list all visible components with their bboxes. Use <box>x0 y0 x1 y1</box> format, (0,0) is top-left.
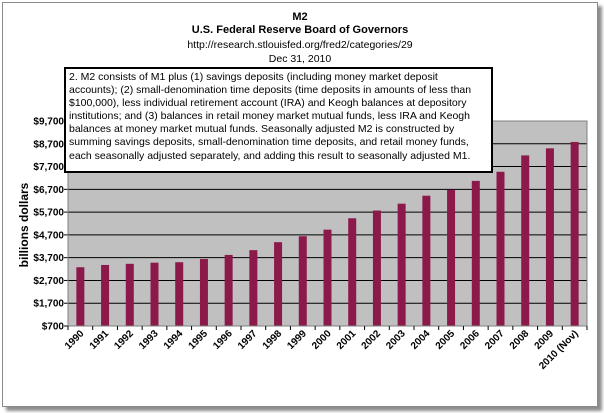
bar <box>545 148 554 326</box>
y-tick-label: $1,700 <box>33 299 64 310</box>
bar <box>447 189 456 326</box>
annotation-note: 2. M2 consists of M1 plus (1) savings de… <box>64 67 493 173</box>
x-tick-label: 2002 <box>360 328 384 352</box>
x-tick-label: 1996 <box>211 328 235 352</box>
x-tick-label: 2007 <box>483 328 507 352</box>
y-tick-label: $700 <box>42 322 65 333</box>
bar <box>570 141 579 326</box>
x-tick-label: 1995 <box>187 328 211 352</box>
x-tick-label: 2004 <box>409 328 433 352</box>
bar <box>150 262 159 326</box>
bar <box>471 180 480 326</box>
x-tick-label: 1990 <box>63 328 87 352</box>
x-tick-label: 1994 <box>162 328 186 352</box>
chart-source: http://research.stlouisfed.org/fred2/cat… <box>187 39 413 51</box>
y-tick-label: $3,700 <box>33 253 64 264</box>
chart-date: Dec 31, 2010 <box>268 53 332 65</box>
bar <box>199 259 208 326</box>
x-tick-label: 2003 <box>384 328 408 352</box>
x-tick-label: 1991 <box>88 328 112 352</box>
x-tick-label: 2006 <box>458 328 482 352</box>
bar <box>372 210 381 326</box>
bar <box>175 262 184 326</box>
x-tick-label: 2000 <box>310 328 334 352</box>
bar <box>125 263 134 326</box>
x-tick-label: 2001 <box>335 328 359 352</box>
y-tick-label: $5,700 <box>33 208 64 219</box>
bar <box>298 236 307 326</box>
chart-title: M2 <box>292 11 308 23</box>
x-tick-label: 1993 <box>137 328 161 352</box>
y-tick-label: $8,700 <box>33 139 64 150</box>
x-tick-label: 2005 <box>434 328 458 352</box>
x-tick-label: 1992 <box>112 328 136 352</box>
bar <box>496 171 505 326</box>
y-axis-label-box: billions dollars <box>6 183 42 268</box>
bar <box>76 267 85 326</box>
y-axis-label: billions dollars <box>17 182 31 268</box>
bar <box>348 218 357 326</box>
y-tick-label: $7,700 <box>33 162 64 173</box>
bar <box>101 264 110 326</box>
bar <box>397 203 406 326</box>
x-tick-label: 1998 <box>261 328 285 352</box>
bar <box>422 195 431 326</box>
y-tick-label: $9,700 <box>33 117 64 128</box>
bar <box>521 155 530 326</box>
y-tick-label: $6,700 <box>33 185 64 196</box>
x-tick-label: 2008 <box>508 328 532 352</box>
bar <box>274 242 283 326</box>
bar <box>323 229 332 326</box>
chart-subtitle: U.S. Federal Reserve Board of Governors <box>191 24 409 36</box>
y-tick-label: $4,700 <box>33 230 64 241</box>
x-tick-label: 1997 <box>236 328 260 352</box>
y-tick-label: $2,700 <box>33 276 64 287</box>
bar <box>249 250 258 326</box>
bar <box>224 254 233 326</box>
x-tick-label: 1999 <box>285 328 309 352</box>
